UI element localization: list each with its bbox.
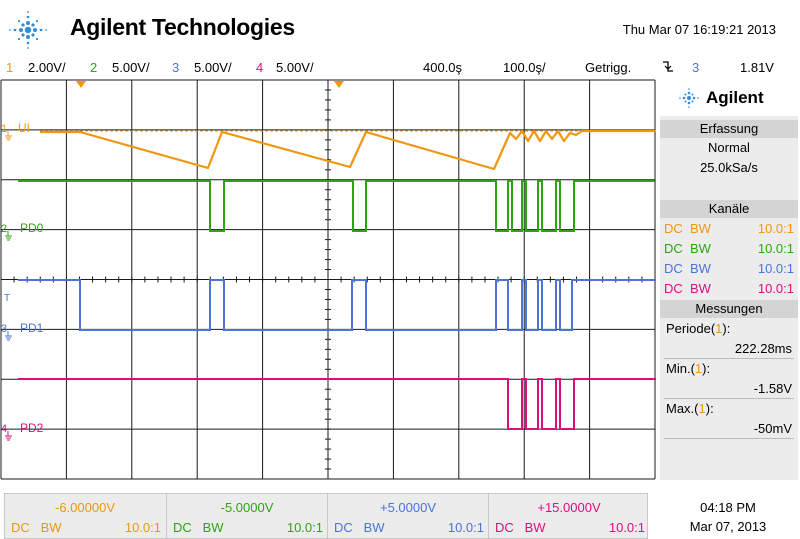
channel-scale-bar: 1 2.00V/ 2 5.00V/ 3 5.00V/ 4 5.00V/ 400.… (0, 57, 800, 79)
ch4-ground-marker[interactable]: 4 (1, 423, 7, 435)
ch3-offset: +5.0000V (379, 500, 437, 515)
ch3-trace-label: PD1 (20, 321, 44, 335)
measurement-source: 1 (715, 321, 723, 336)
ch2-trace-label: PD0 (20, 221, 44, 235)
ch2-scale[interactable]: 5.00V/ (112, 60, 150, 75)
ch2-number[interactable]: 2 (90, 60, 98, 75)
side-panel: Agilent Erfassung Normal 25.0kSa/s Kanäl… (660, 80, 798, 480)
channel-row-4[interactable]: DC BW 10.0:1 (660, 279, 798, 299)
ch2-offset: -5.0000V (220, 500, 274, 515)
scope-display[interactable]: UI PD0 PD1 PD2 1 2 T 3 4 (0, 79, 656, 480)
panel-brand-box: Agilent (660, 80, 798, 116)
ch4-scale[interactable]: 5.00V/ (276, 60, 314, 75)
agilent-spark-icon (9, 11, 47, 49)
ch4-probe: 10.0:1 (757, 281, 794, 296)
channel-row-2[interactable]: DC BW 10.0:1 (660, 239, 798, 259)
ch4-trace-label: PD2 (20, 421, 44, 435)
measurement-max[interactable]: Max.(1): -50mV (664, 400, 794, 439)
measurement-source: 1 (698, 401, 706, 416)
ch3-coupling-bw: DC BW (334, 520, 385, 535)
ch4-offset: +15.0000V (537, 500, 601, 515)
ch1-offset: -6.00000V (55, 500, 115, 515)
acquisition-mode[interactable]: Normal (708, 140, 750, 155)
ch2-ground-marker[interactable]: 2 (1, 223, 7, 235)
trigger-mode[interactable]: Getrigg. (585, 60, 632, 75)
ch3-coupling: DC (664, 261, 683, 276)
acquisition-title: Erfassung (660, 120, 798, 138)
trigger-position-marker (76, 81, 86, 88)
clock: 04:18 PM Mar 07, 2013 (656, 498, 800, 536)
ch2-bw: BW (690, 241, 711, 256)
ch4-bw: BW (690, 281, 711, 296)
ch1-number[interactable]: 1 (6, 60, 14, 75)
ch4-probe-ratio: 10.0:1 (608, 520, 645, 535)
ch4-number[interactable]: 4 (256, 60, 264, 75)
ch2-trace-pd0 (18, 180, 656, 232)
ch3-trace-pd1 (18, 279, 656, 331)
ch2-probe: 10.0:1 (757, 241, 794, 256)
measurement-value: -1.58V (753, 381, 792, 396)
ch4-ground-icon (5, 431, 12, 441)
ch4-coupling: DC (664, 281, 683, 296)
ch3-ground-marker[interactable]: 3 (1, 323, 7, 335)
ch3-scale[interactable]: 5.00V/ (194, 60, 232, 75)
measurement-value: -50mV (753, 421, 792, 436)
ch1-trace-ui (40, 129, 656, 171)
softkey-ch1[interactable]: -6.00000V DC BW 10.0:1 (5, 494, 165, 538)
ch3-probe-ratio: 10.0:1 (447, 520, 484, 535)
panel-brand: Agilent (706, 88, 764, 107)
measurement-min[interactable]: Min.(1): -1.58V (664, 360, 794, 399)
trigger-level[interactable]: 1.81V (740, 60, 774, 75)
delay-reference-marker (334, 81, 344, 88)
ch1-coupling-bw: DC BW (11, 520, 62, 535)
ch1-bw: BW (690, 221, 711, 236)
ch3-probe: 10.0:1 (757, 261, 794, 276)
ch1-scale[interactable]: 2.00V/ (28, 60, 66, 75)
ch2-coupling: DC (664, 241, 683, 256)
channel-row-1[interactable]: DC BW 10.0:1 (660, 219, 798, 239)
ch2-probe-ratio: 10.0:1 (286, 520, 323, 535)
clock-date: Mar 07, 2013 (689, 519, 767, 534)
softkey-ch4[interactable]: +15.0000V DC BW 10.0:1 (488, 494, 649, 538)
channel-row-3[interactable]: DC BW 10.0:1 (660, 259, 798, 279)
measurement-name: Periode (666, 321, 711, 336)
trigger-channel[interactable]: 3 (692, 60, 700, 75)
ch3-bw: BW (690, 261, 711, 276)
ch4-coupling-bw: DC BW (495, 520, 546, 535)
measurement-value: 222.28ms (734, 341, 792, 356)
trigger-level-marker[interactable]: T (4, 293, 10, 304)
sample-rate: 25.0kSa/s (700, 160, 758, 175)
ch3-ground-icon (5, 331, 12, 341)
agilent-spark-small-icon (679, 88, 699, 108)
measurement-name: Max. (666, 401, 695, 416)
measurement-source: 1 (694, 361, 703, 376)
ch1-coupling: DC (664, 221, 683, 236)
clock-time: 04:18 PM (700, 500, 756, 515)
brand-title: Agilent Technologies (70, 14, 295, 40)
header-datetime: Thu Mar 07 16:19:21 2013 (622, 22, 776, 37)
measurements-title: Messungen (660, 300, 798, 318)
channels-title: Kanäle (660, 200, 798, 218)
ch2-coupling-bw: DC BW (173, 520, 224, 535)
falling-edge-trigger-icon[interactable] (662, 58, 674, 77)
ch1-ground-marker[interactable]: 1 (1, 123, 7, 135)
ch1-ground-icon (5, 131, 12, 141)
time-delay[interactable]: 400.0ş (423, 60, 463, 75)
softkey-ch3[interactable]: +5.0000V DC BW 10.0:1 (327, 494, 488, 538)
softkey-ch2[interactable]: -5.0000V DC BW 10.0:1 (166, 494, 327, 538)
ch1-probe: 10.0:1 (757, 221, 794, 236)
measurement-period[interactable]: Periode(1): 222.28ms (664, 320, 794, 359)
time-scale[interactable]: 100.0ş/ (503, 60, 546, 75)
ch4-trace-pd2 (18, 378, 656, 430)
ch1-probe-ratio: 10.0:1 (124, 520, 161, 535)
ch1-trace-label: UI (18, 121, 30, 135)
ch2-ground-icon (5, 231, 12, 241)
measurement-name: Min. (666, 361, 691, 376)
ch3-number[interactable]: 3 (172, 60, 180, 75)
softkey-bar: -6.00000V DC BW 10.0:1 -5.0000V DC BW 10… (4, 493, 648, 539)
